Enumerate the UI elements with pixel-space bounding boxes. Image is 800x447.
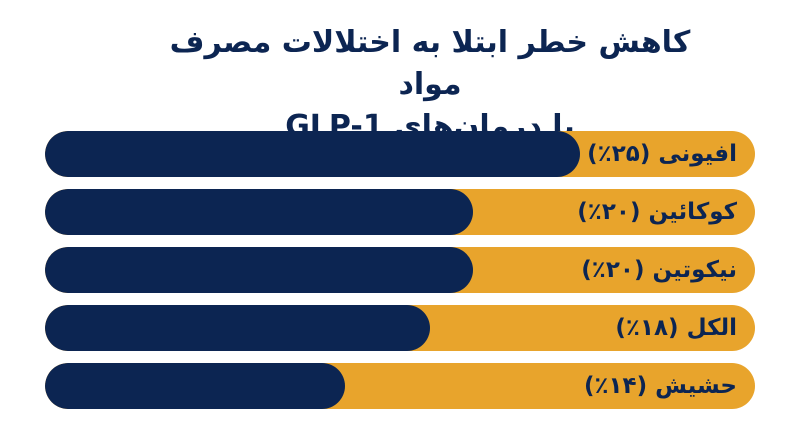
bar-fill-4 bbox=[45, 305, 431, 351]
bar-label-2: کوکائین (۲۰٪) bbox=[577, 199, 737, 225]
bar-fill-5 bbox=[45, 363, 345, 409]
bar-label-5: حشیش (۱۴٪) bbox=[583, 373, 737, 399]
bar-label-4: الکل (۱۸٪) bbox=[615, 315, 737, 341]
bar-track-3: نیکوتین (۲۰٪) bbox=[45, 247, 755, 293]
bar-label-3: نیکوتین (۲۰٪) bbox=[581, 257, 737, 283]
bar-fill-2 bbox=[45, 189, 473, 235]
bar-track-5: حشیش (۱۴٪) bbox=[45, 363, 755, 409]
bar-track-1: افیونی (۲۵٪) bbox=[45, 131, 755, 177]
bar-track-2: کوکائین (۲۰٪) bbox=[45, 189, 755, 235]
bar-fill-3 bbox=[45, 247, 473, 293]
bar-fill-1 bbox=[45, 131, 580, 177]
bar-label-1: افیونی (۲۵٪) bbox=[587, 141, 737, 167]
chart-title-line-1: کاهش خطر ابتلا به اختلالات مصرف مواد bbox=[169, 25, 691, 102]
bar-track-4: الکل (۱۸٪) bbox=[45, 305, 755, 351]
